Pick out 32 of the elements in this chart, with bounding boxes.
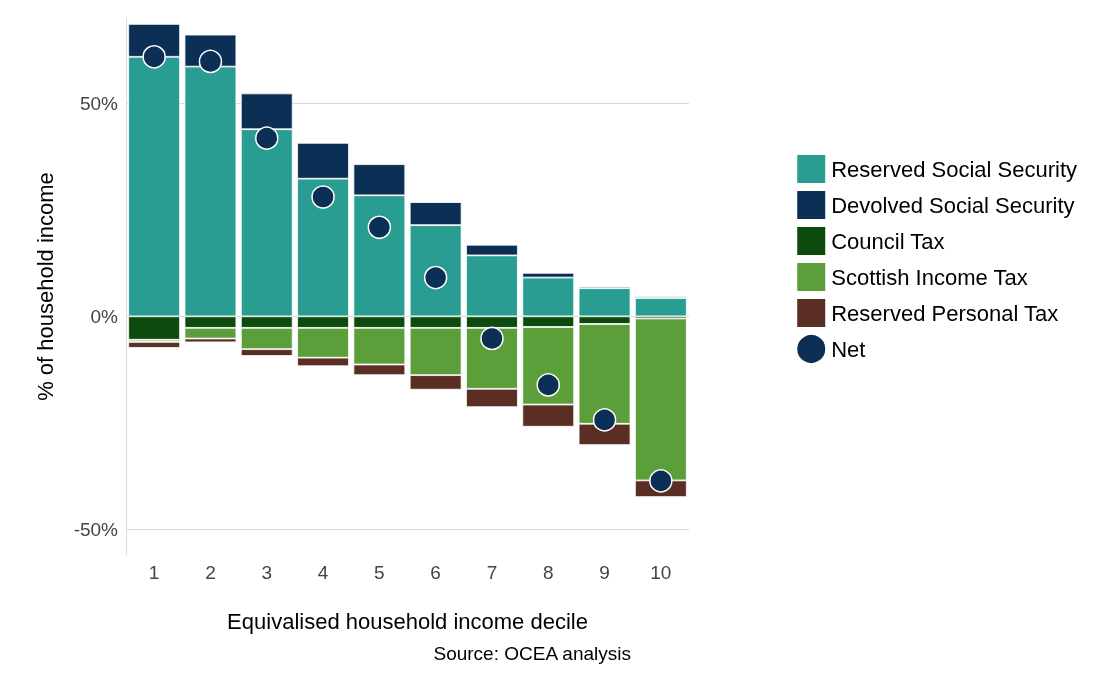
legend-label: Council Tax — [831, 228, 945, 254]
x-tick-label: 5 — [374, 562, 385, 583]
y-tick-label: 50% — [79, 92, 119, 114]
point — [142, 45, 166, 69]
x-axis-title: Equivalised household income decile — [227, 608, 588, 634]
x-tick-label: 9 — [599, 562, 610, 583]
legend-label: Devolved Social Security — [831, 192, 1075, 218]
x-tick-label: 10 — [650, 562, 672, 583]
legend-label: Net — [831, 336, 866, 362]
legend-label: Reserved Social Security — [831, 156, 1078, 182]
point — [311, 185, 335, 209]
x-tick-label: 6 — [430, 562, 441, 583]
y-axis-title: % of household income — [32, 172, 58, 401]
y-tick-label: 0% — [90, 305, 119, 327]
source-note: Source: OCEA analysis — [433, 643, 631, 664]
point — [536, 373, 560, 397]
bar — [128, 341, 181, 348]
legend-label: Reserved Personal Tax — [831, 300, 1059, 326]
point — [649, 469, 673, 493]
point — [255, 126, 279, 150]
x-tick-label: 3 — [261, 562, 273, 583]
point — [480, 326, 504, 351]
x-tick-label: 4 — [317, 562, 329, 583]
point — [592, 408, 617, 432]
x-tick-label: 2 — [205, 562, 216, 583]
x-tick-label: 7 — [486, 562, 498, 583]
x-tick-label: 8 — [542, 562, 554, 583]
legend-label: Scottish Income Tax — [831, 264, 1028, 290]
bar — [634, 298, 687, 317]
x-tick-label: 1 — [148, 562, 160, 583]
point — [367, 215, 392, 239]
y-tick-label: -50% — [73, 518, 119, 540]
